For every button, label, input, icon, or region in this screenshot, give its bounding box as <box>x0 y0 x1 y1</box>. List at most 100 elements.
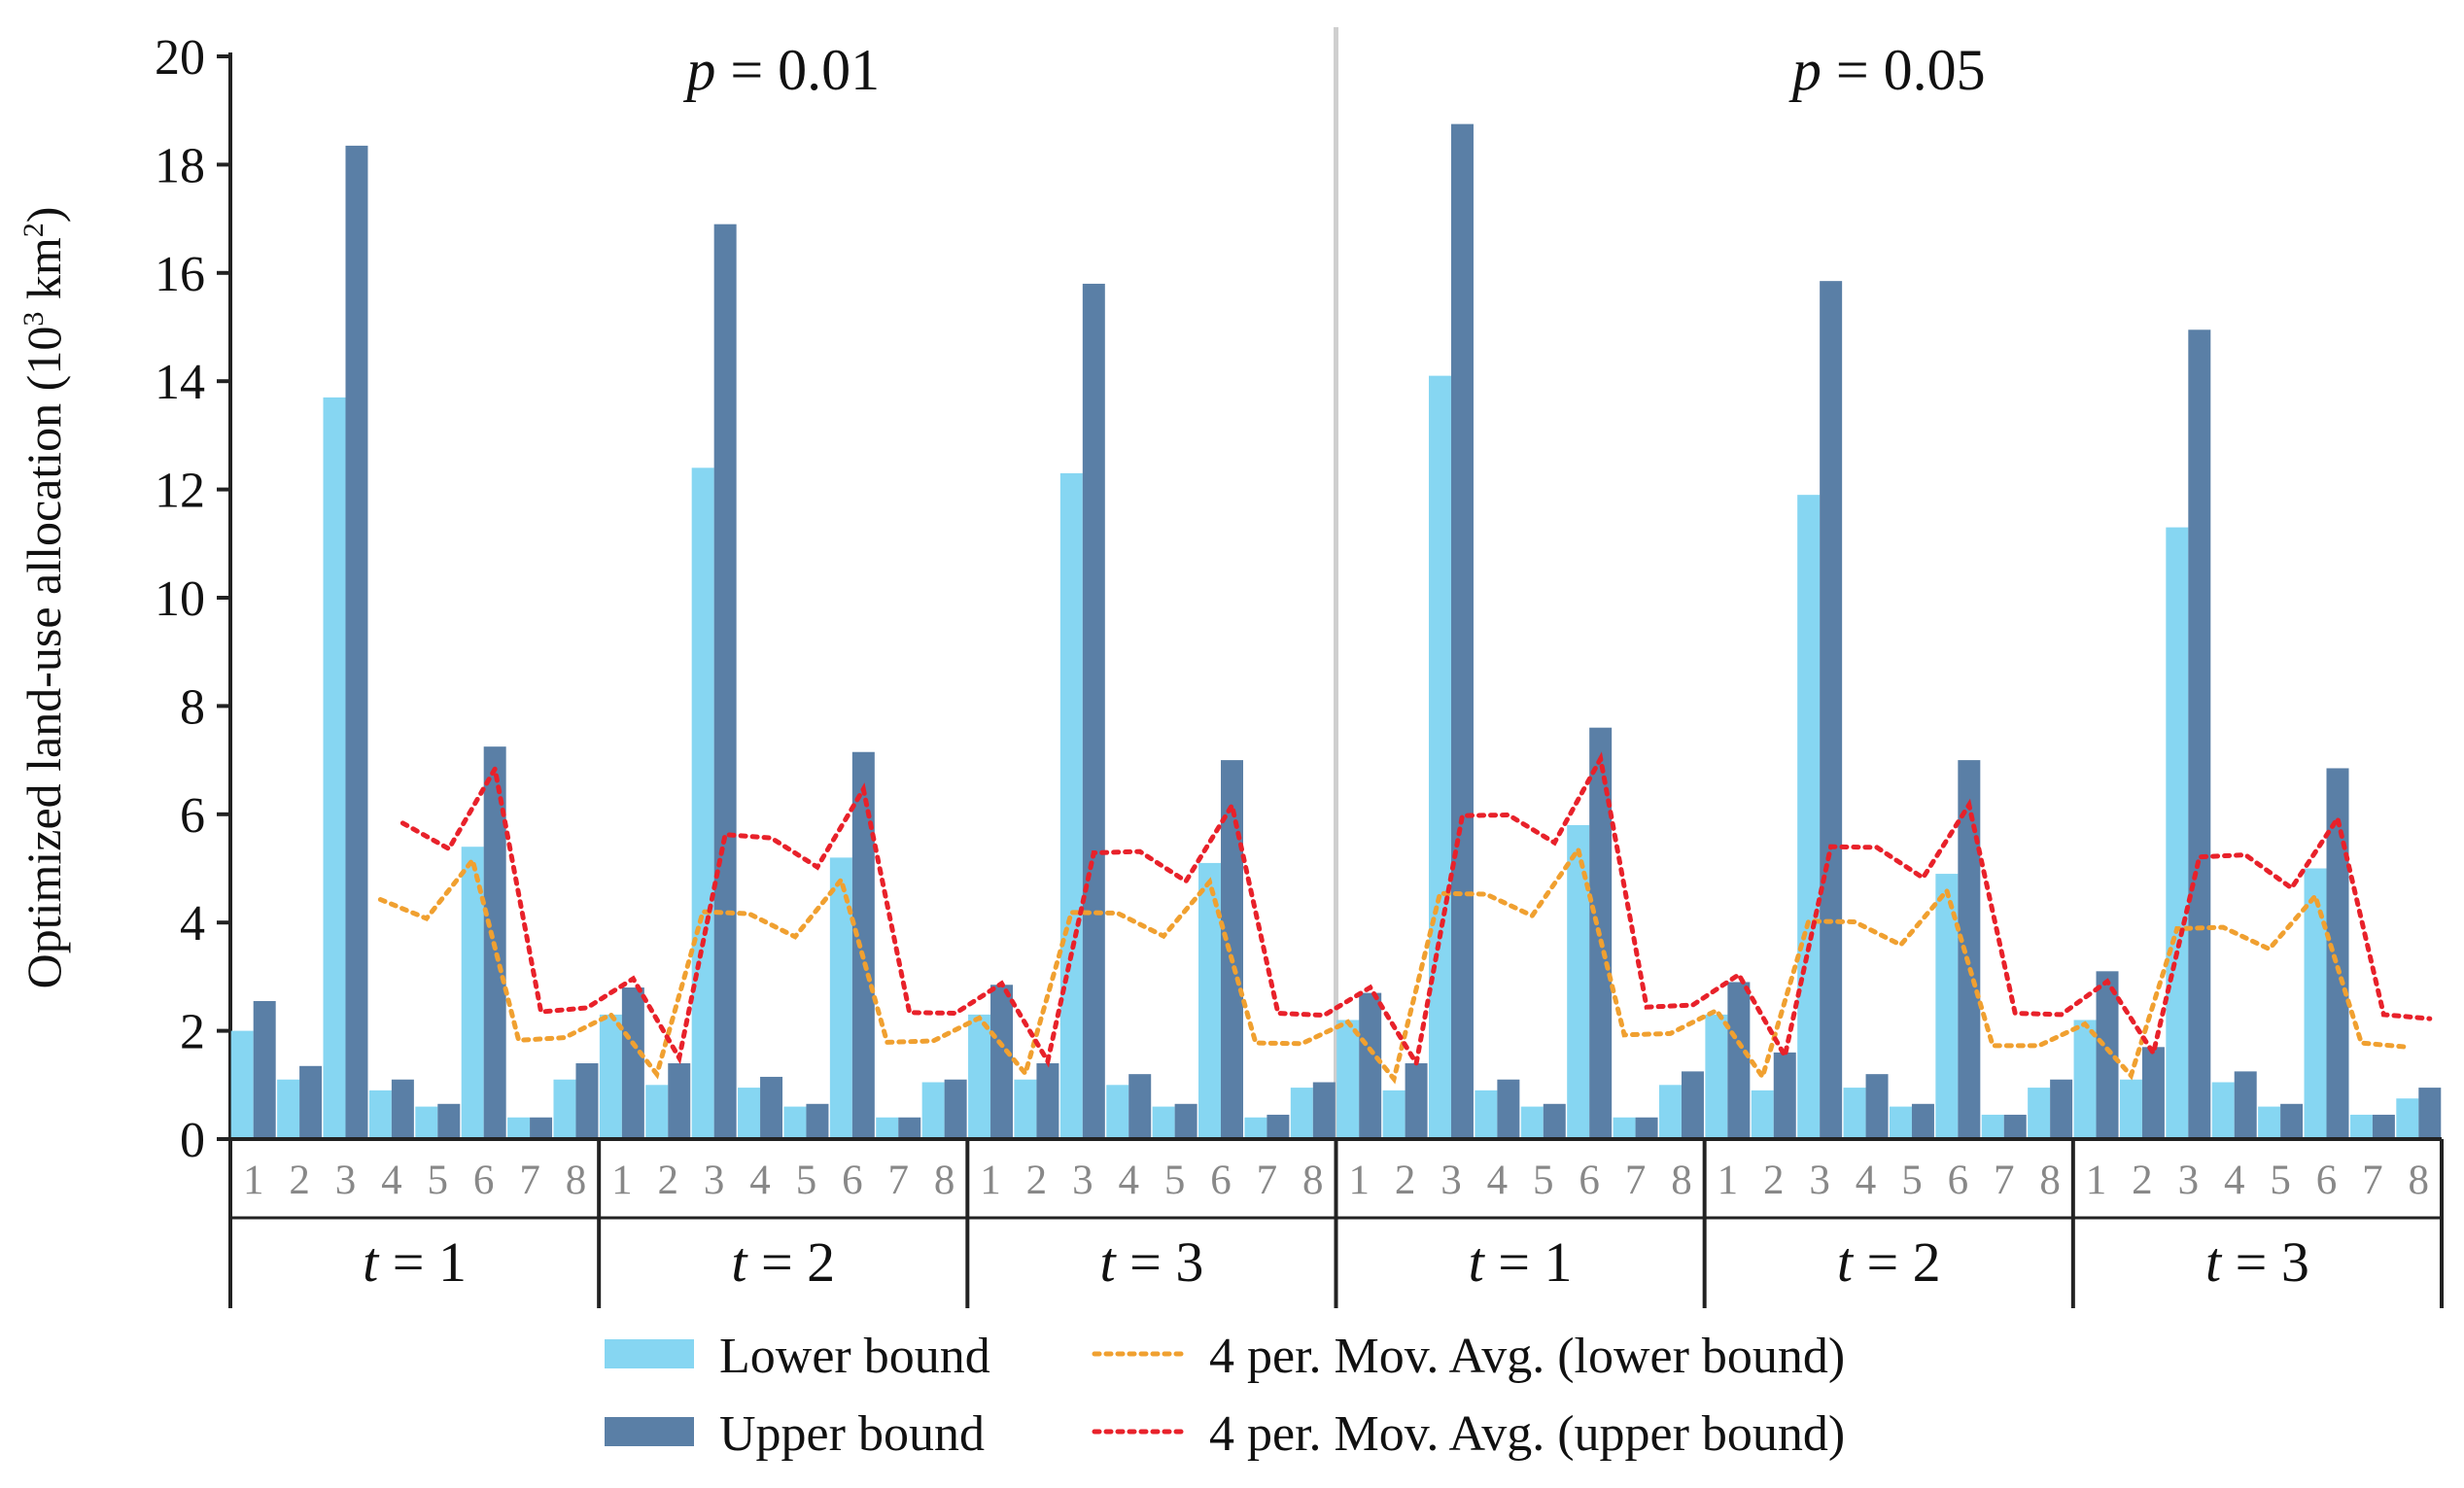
bar-upper-bound <box>760 1076 783 1139</box>
moving-average-line <box>377 844 2411 1085</box>
legend-swatch <box>605 1417 694 1446</box>
category-label: 6 <box>2316 1158 2338 1203</box>
category-label: 7 <box>2362 1158 2383 1203</box>
y-tick-label: 12 <box>155 464 205 519</box>
y-tick-label: 6 <box>180 788 205 844</box>
bar-lower-bound <box>1290 1088 1313 1139</box>
bar-upper-bound <box>1820 281 1843 1139</box>
category-label: 8 <box>2039 1158 2061 1203</box>
bar-upper-bound <box>898 1117 921 1139</box>
category-label: 3 <box>1440 1158 1462 1203</box>
bar-lower-bound <box>1152 1106 1175 1139</box>
bar-upper-bound <box>345 145 368 1139</box>
bar-upper-bound <box>1359 992 1382 1139</box>
category-label: 8 <box>1671 1158 1692 1203</box>
y-tick-label: 20 <box>155 30 205 86</box>
bar-lower-bound <box>829 857 852 1139</box>
category-label: 4 <box>381 1158 402 1203</box>
category-label: 7 <box>887 1158 909 1203</box>
bar-upper-bound <box>1082 283 1105 1139</box>
category-label: 6 <box>1210 1158 1232 1203</box>
bar-upper-bound <box>2003 1114 2027 1139</box>
group-label-value: = 2 <box>1853 1230 1941 1294</box>
bar-lower-bound <box>2119 1079 2142 1139</box>
bar-upper-bound <box>1681 1071 1704 1139</box>
y-tick-label: 4 <box>180 896 205 952</box>
bar-lower-bound <box>1429 375 1451 1139</box>
category-label: 2 <box>658 1158 679 1203</box>
bar-upper-bound <box>2280 1103 2304 1139</box>
panel-title: p = 0.05 <box>1788 38 1986 102</box>
bar-upper-bound <box>1773 1052 1796 1139</box>
category-label: 1 <box>1348 1158 1370 1203</box>
group-label-var: t <box>1837 1230 1855 1294</box>
bar-lower-bound <box>2258 1106 2281 1139</box>
bar-upper-bound <box>1958 760 1981 1139</box>
category-label: 3 <box>1809 1158 1830 1203</box>
bar-upper-bound <box>2096 971 2119 1139</box>
category-label: 1 <box>980 1158 1001 1203</box>
bar-upper-bound <box>253 1000 276 1139</box>
category-label: 4 <box>749 1158 771 1203</box>
category-label: 3 <box>335 1158 357 1203</box>
bar-lower-bound <box>876 1117 899 1139</box>
legend-label: 4 per. Mov. Avg. (lower bound) <box>1209 1329 1845 1384</box>
bar-upper-bound <box>668 1063 691 1139</box>
category-label: 6 <box>1579 1158 1600 1203</box>
category-label: 8 <box>1302 1158 1324 1203</box>
bar-lower-bound <box>1567 824 1590 1139</box>
category-label: 5 <box>2270 1158 2291 1203</box>
legend-item: 4 per. Mov. Avg. (lower bound) <box>1092 1329 1845 1384</box>
bar-upper-bound <box>1312 1082 1336 1139</box>
category-label: 2 <box>2132 1158 2153 1203</box>
category-label: 5 <box>428 1158 449 1203</box>
bar-upper-bound <box>2188 329 2211 1139</box>
category-label: 4 <box>1118 1158 1139 1203</box>
legend-label: Upper bound <box>719 1406 985 1462</box>
bar-lower-bound <box>645 1085 669 1139</box>
bar-lower-bound <box>368 1090 392 1139</box>
legend-label: Lower bound <box>719 1329 990 1384</box>
bar-upper-bound <box>2418 1088 2442 1139</box>
bar-lower-bound <box>2396 1098 2419 1139</box>
bar-upper-bound <box>851 751 875 1139</box>
category-label: 1 <box>1718 1158 1739 1203</box>
category-label: 2 <box>1763 1158 1785 1203</box>
bar-upper-bound <box>1911 1103 1934 1139</box>
category-label: 7 <box>1994 1158 2015 1203</box>
y-tick-label: 0 <box>180 1113 205 1168</box>
bar-upper-bound <box>2372 1114 2395 1139</box>
bar-upper-bound <box>1128 1074 1152 1139</box>
bar-lower-bound <box>2349 1114 2373 1139</box>
y-axis-title-part: Optimized land-use allocation (10 <box>17 327 71 989</box>
bar-lower-bound <box>1336 1020 1360 1139</box>
panel-title-var: p <box>1788 38 1822 102</box>
bar-lower-bound <box>968 1014 991 1139</box>
legend-swatch <box>605 1339 694 1368</box>
bar-upper-bound <box>2326 768 2349 1139</box>
group-label: t = 1 <box>363 1230 467 1294</box>
bar-lower-bound <box>2211 1082 2235 1139</box>
panel-title-var: p <box>682 38 715 102</box>
legend-label: 4 per. Mov. Avg. (upper bound) <box>1209 1406 1845 1462</box>
group-label: t = 2 <box>1837 1230 1941 1294</box>
bar-lower-bound <box>1797 495 1821 1139</box>
category-label: 2 <box>1395 1158 1416 1203</box>
bar-upper-bound <box>713 224 737 1140</box>
y-tick-label: 18 <box>155 138 205 193</box>
panel-title-value: = 0.05 <box>1822 38 1986 102</box>
category-label: 8 <box>934 1158 955 1203</box>
bar-upper-bound <box>530 1117 553 1139</box>
bar-lower-bound <box>1014 1079 1037 1139</box>
bar-upper-bound <box>1174 1103 1197 1139</box>
y-tick-label: 14 <box>155 355 205 410</box>
bar-upper-bound <box>2050 1079 2073 1139</box>
bar-upper-bound <box>1221 760 1243 1139</box>
bar-lower-bound <box>599 1014 622 1139</box>
bar-lower-bound <box>1843 1088 1866 1139</box>
category-label: 3 <box>704 1158 725 1203</box>
category-label: 7 <box>519 1158 540 1203</box>
category-label: 5 <box>1164 1158 1186 1203</box>
group-label-value: = 1 <box>378 1230 467 1294</box>
